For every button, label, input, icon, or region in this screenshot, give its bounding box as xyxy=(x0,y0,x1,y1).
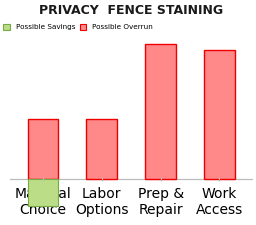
Legend: Possible Savings, Possible Overrun: Possible Savings, Possible Overrun xyxy=(2,22,154,32)
Bar xyxy=(87,119,117,179)
Title: PRIVACY  FENCE STAINING: PRIVACY FENCE STAINING xyxy=(39,4,223,17)
Bar xyxy=(145,44,176,179)
Bar xyxy=(28,179,58,206)
Bar xyxy=(28,119,58,179)
Bar xyxy=(204,50,235,179)
